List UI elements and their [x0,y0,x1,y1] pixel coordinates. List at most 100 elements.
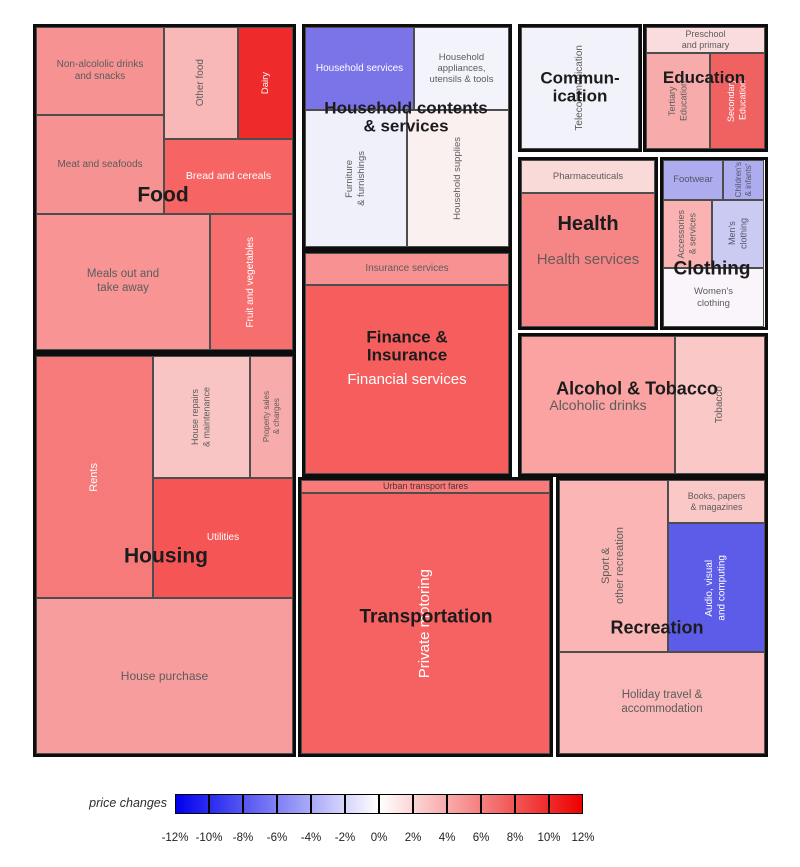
tile-dairy: Dairy [238,27,293,139]
legend-cell-9 [481,794,515,814]
tile-tertiary-education: Tertiary Education [646,53,710,149]
tile-health-services: Health services [521,193,655,327]
group-household-contents-services-outline [302,24,512,250]
group-clothing-label: Clothing [673,258,751,280]
group-recreation-outline [556,477,768,757]
tile-household-services-label: Household services [315,62,404,74]
group-finance-insurance-label: Finance & Insurance [366,327,448,365]
tile-fruit-and-vegetables: Fruit and vegetables [210,214,293,350]
tile-books-papers-magazines: Books, papers & magazines [668,480,765,523]
tile-house-repairs-maintenance: House repairs & maintenance [153,356,250,478]
tile-holiday-travel-accommodation: Holiday travel & accommodation [559,652,765,754]
legend-tick-3: -6% [266,832,288,844]
tile-household-services: Household services [305,27,414,110]
legend-cell-4 [311,794,345,814]
legend-tick-5: -2% [334,832,356,844]
legend: price changes -12% -10% -8% -6% -4% -2% 0% 2% 4%… [0,785,800,865]
tile-sport-other-recreation: Sport & other recreation [559,480,668,652]
tile-womens-clothing: Women's clothing [663,268,764,327]
tile-financial-services-label: Financial services [347,370,467,388]
legend-tick-4: -4% [300,832,322,844]
tile-property-sales-charges: Property sales & charges [250,356,293,478]
tile-household-supplies: Household supplies [407,110,509,247]
tile-footwear: Footwear [663,160,723,200]
tile-insurance-services-label: Insurance services [365,263,449,275]
legend-title: price changes [89,796,167,810]
tile-urban-transport-fares-label: Urban transport fares [382,481,469,492]
tile-urban-transport-fares: Urban transport fares [301,480,550,493]
legend-tick-12: 12% [571,832,595,844]
tile-health-services-label: Health services [536,251,640,269]
group-education-outline [643,24,768,152]
group-health-outline [518,157,658,330]
tile-utilities: Utilities [153,478,293,598]
tile-alcoholic-drinks: Alcoholic drinks [521,336,675,474]
tile-house-purchase-label: House purchase [120,668,209,683]
tile-telecommunication: Telecommunication [521,27,639,149]
group-health-label: Health [557,213,619,236]
legend-tick-11: 10% [537,832,561,844]
legend-cell-3 [277,794,311,814]
legend-cell-10 [515,794,549,814]
tile-audio-visual-computing: Audio, visual and computing [668,523,765,652]
legend-tick-0: -12% [161,832,189,844]
tile-holiday-travel-accommodation-label: Holiday travel & accommodation [621,689,703,715]
tile-alcoholic-drinks-label: Alcoholic drinks [549,396,647,413]
tile-womens-clothing-label: Women's clothing [693,286,734,309]
legend-cell-8 [447,794,481,814]
tile-non-alcoholic-drinks-and-snacks-label: Non-alcololic drinks and snacks [56,59,144,82]
tile-pharmaceuticals: Pharmaceuticals [521,160,655,193]
tile-meat-and-seafoods: Meat and seafoods [36,115,164,214]
tile-accessories-services: Accessories & services [663,200,712,268]
legend-cell-0 [175,794,209,814]
legend-tick-9: 6% [472,832,490,844]
group-education-label: Education [662,67,746,87]
group-recreation-label: Recreation [610,617,704,638]
group-housing-label: Housing [124,544,208,568]
legend-cell-5 [345,794,379,814]
tile-preschool-and-primary-label: Preschool and primary [681,29,730,50]
legend-cell-2 [243,794,277,814]
group-transportation-label: Transportation [359,606,493,628]
group-alcohol-tobacco-outline [518,333,768,477]
tile-insurance-services: Insurance services [305,253,509,285]
group-alcohol-tobacco-label: Alcohol & Tobacco [556,378,718,399]
tile-house-purchase: House purchase [36,598,293,754]
tile-footwear-label: Footwear [673,174,713,186]
legend-tick-2: -8% [232,832,254,844]
legend-colorbar [175,794,583,814]
group-clothing-outline [660,157,768,330]
tile-meals-out-and-take-away-label: Meals out and take away [86,268,160,294]
group-food-outline [33,24,296,353]
legend-tick-10: 8% [506,832,524,844]
tile-utilities-label: Utilities [206,532,240,544]
tile-non-alcoholic-drinks-and-snacks: Non-alcololic drinks and snacks [36,27,164,115]
group-communication-outline [518,24,642,152]
legend-tick-8: 4% [438,832,456,844]
tile-rents: Rents [36,356,153,598]
tile-books-papers-magazines-label: Books, papers & magazines [687,490,746,512]
legend-tick-labels: -12% -10% -8% -6% -4% -2% 0% 2% 4% 6% 8% 10% 12% [162,832,595,848]
tile-household-appliances-utensils-tools: Household appliances, utensils & tools [414,27,509,110]
group-finance-insurance-outline [302,250,512,477]
legend-cell-7 [413,794,447,814]
tile-household-appliances-utensils-tools-label: Household appliances, utensils & tools [429,51,494,86]
tile-secondary-education: Secondary Education [710,53,765,149]
group-transportation-outline [298,477,553,757]
group-housing-outline [33,353,296,757]
legend-tick-6: 0% [370,832,388,844]
tile-other-food: Other food [164,27,238,139]
group-household-contents-services-label: Household contents & services [324,98,488,136]
tile-private-motoring: Private motoring [301,493,550,754]
tile-tobacco: Tobacco [675,336,765,474]
tile-pharmaceuticals-label: Pharmaceuticals [552,170,624,182]
legend-cell-6 [379,794,413,814]
tile-bread-and-cereals: Bread and cereals [164,139,293,214]
group-communication-label: Commun- ication [540,68,620,106]
legend-tick-1: -10% [195,832,223,844]
group-food-label: Food [137,183,189,207]
tile-meals-out-and-take-away: Meals out and take away [36,214,210,350]
legend-cell-1 [209,794,243,814]
tile-bread-and-cereals-label: Bread and cereals [185,170,272,183]
